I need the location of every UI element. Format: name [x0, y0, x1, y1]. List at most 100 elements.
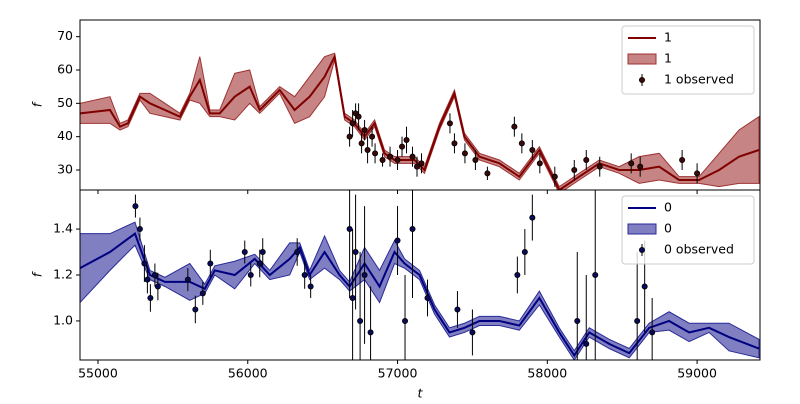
- observed-point: [192, 306, 199, 313]
- observed-point: [571, 166, 578, 173]
- observed-point: [372, 150, 379, 157]
- observed-point: [641, 283, 648, 290]
- legend-label: 1 observed: [664, 72, 734, 87]
- observed-point: [574, 317, 581, 324]
- observed-point: [637, 163, 644, 170]
- y-tick-label: 50: [57, 95, 73, 110]
- observed-point: [634, 317, 641, 324]
- observed-point: [352, 249, 359, 256]
- legend-label: 1: [664, 30, 672, 45]
- y-tick-label: 1.2: [53, 267, 73, 282]
- y-tick-label: 30: [57, 162, 73, 177]
- legend-box: [621, 195, 755, 265]
- legend: 0 0 0 observed: [621, 195, 755, 265]
- x-tick-label: 58000: [527, 366, 567, 381]
- legend-label: 0: [664, 200, 672, 215]
- mean-line: [80, 232, 760, 358]
- observed-point: [199, 290, 206, 297]
- observed-point: [387, 153, 394, 160]
- observed-point: [241, 249, 248, 256]
- observed-point: [132, 203, 139, 210]
- observed-point: [141, 260, 148, 267]
- observed-point: [349, 294, 356, 301]
- observed-point: [679, 156, 686, 163]
- observed-point: [649, 329, 656, 336]
- legend-box: [621, 25, 755, 95]
- y-tick-label: 60: [57, 62, 73, 77]
- observed-point: [346, 133, 353, 140]
- legend-patch: [627, 223, 657, 235]
- observed-point: [364, 146, 371, 153]
- legend-label: 0 observed: [664, 242, 734, 257]
- observed-point: [596, 163, 603, 170]
- observed-point: [469, 329, 476, 336]
- mean-line: [80, 53, 760, 190]
- observed-point: [247, 271, 254, 278]
- observed-point: [379, 156, 386, 163]
- observed-point: [355, 113, 362, 120]
- observed-point: [628, 160, 635, 167]
- observed-point: [536, 160, 543, 167]
- observed-point: [357, 317, 364, 324]
- observed-point: [409, 226, 416, 233]
- observed-point: [259, 249, 266, 256]
- observed-point: [511, 123, 518, 130]
- observed-point: [403, 136, 410, 143]
- observed-point: [592, 271, 599, 278]
- observed-point: [409, 153, 416, 160]
- observed-point: [256, 260, 263, 267]
- observed-point: [402, 317, 409, 324]
- observed-point: [529, 214, 536, 221]
- y-tick-label: 1.4: [53, 221, 73, 236]
- x-axis-label: t: [418, 386, 424, 401]
- observed-point: [349, 120, 356, 127]
- observed-point: [361, 127, 368, 134]
- legend-label: 0: [664, 221, 672, 236]
- observed-point: [361, 271, 368, 278]
- observed-point: [484, 170, 491, 177]
- plot-area: [80, 52, 760, 190]
- observed-point: [346, 226, 353, 233]
- observed-point: [144, 276, 151, 283]
- observed-point: [367, 329, 374, 336]
- x-tick-label: 56000: [228, 366, 268, 381]
- observed-point: [424, 294, 431, 301]
- observed-point: [472, 156, 479, 163]
- y-tick-label: 1.0: [53, 312, 73, 327]
- x-tick-label: 55000: [78, 366, 118, 381]
- observed-point: [529, 146, 536, 153]
- observed-point: [184, 276, 191, 283]
- observed-point: [136, 226, 143, 233]
- plot-area: [80, 190, 760, 360]
- observed-point: [461, 150, 468, 157]
- observed-point: [151, 271, 158, 278]
- observed-point: [694, 170, 701, 177]
- observed-point: [207, 260, 214, 267]
- legend: 1 1 1 observed: [621, 25, 755, 95]
- observed-point: [583, 156, 590, 163]
- observed-point: [147, 294, 154, 301]
- observed-point: [301, 271, 308, 278]
- observed-point: [551, 173, 558, 180]
- observed-point: [521, 249, 528, 256]
- x-tick-label: 59000: [677, 366, 717, 381]
- observed-point: [294, 249, 301, 256]
- observed-point: [358, 140, 365, 147]
- observed-point: [518, 140, 525, 147]
- y-tick-label: 70: [57, 28, 73, 43]
- observed-point: [451, 140, 458, 147]
- y-axis-label: f: [30, 271, 45, 277]
- legend-marker: [639, 246, 646, 253]
- observed-point: [369, 133, 376, 140]
- observed-point: [394, 156, 401, 163]
- y-axis-label: f: [30, 101, 45, 107]
- legend-marker: [639, 77, 646, 84]
- y-tick-label: 40: [57, 128, 73, 143]
- observed-point: [418, 160, 425, 167]
- observed-point: [394, 237, 401, 244]
- observed-point: [154, 283, 161, 290]
- observed-point: [399, 143, 406, 150]
- observed-point: [307, 283, 314, 290]
